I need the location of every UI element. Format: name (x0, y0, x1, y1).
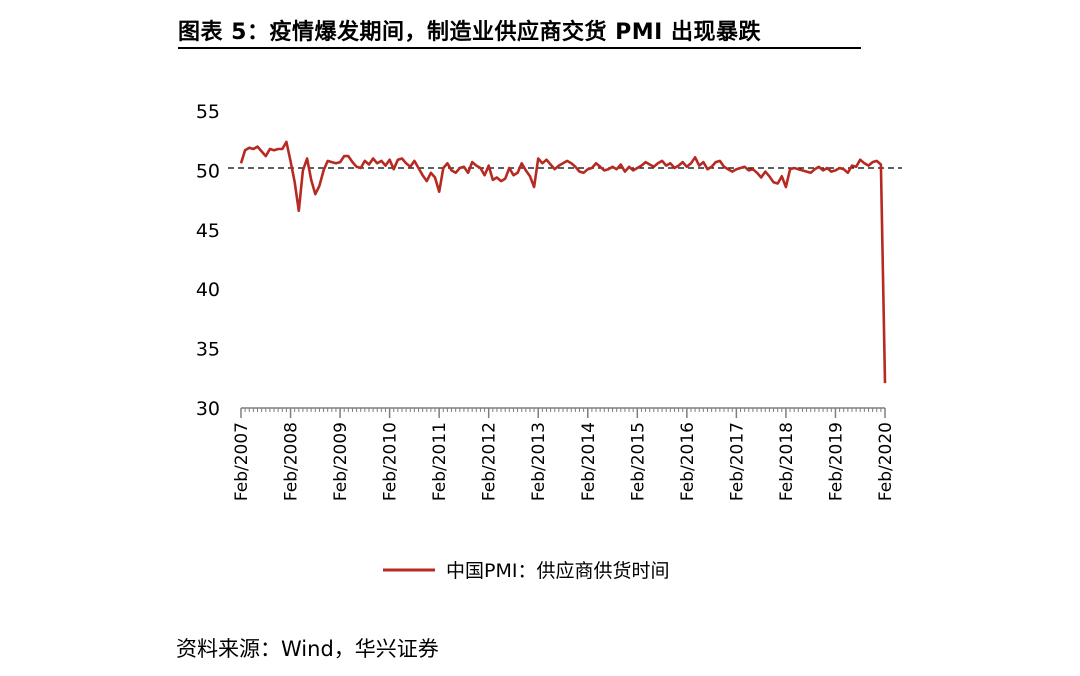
y-axis-ticks: 30 35 40 45 50 55 (196, 101, 220, 420)
x-tick-label: Feb/2012 (480, 422, 500, 501)
x-tick-label: Feb/2011 (430, 422, 450, 501)
x-axis: Feb/2007 Feb/2008 Feb/2009 Feb/2010 Feb/2011… (232, 407, 896, 501)
x-tick-label: Feb/2013 (529, 422, 549, 501)
y-tick-label: 45 (196, 220, 220, 242)
legend: 中国PMI：供应商供货时间 (383, 560, 669, 582)
series-group (239, 140, 887, 384)
x-tick-label: Feb/2015 (628, 422, 648, 501)
title-underline (178, 47, 861, 49)
x-tick-label: Feb/2020 (876, 422, 896, 501)
x-tick-label: Feb/2019 (826, 422, 846, 501)
x-tick-label: Feb/2016 (678, 422, 698, 501)
y-tick-label: 55 (196, 101, 220, 123)
source-note: 资料来源：Wind，华兴证券 (176, 637, 439, 661)
legend-label: 中国PMI：供应商供货时间 (446, 560, 669, 582)
y-tick-label: 50 (196, 160, 220, 182)
x-tick-label: Feb/2007 (232, 422, 252, 501)
y-tick-label: 40 (196, 279, 220, 301)
x-tick-label: Feb/2017 (727, 422, 747, 501)
y-tick-label: 30 (196, 398, 220, 420)
series-line (239, 140, 887, 384)
y-tick-label: 35 (196, 339, 220, 361)
x-tick-label: Feb/2014 (579, 422, 599, 501)
x-tick-label: Feb/2009 (331, 422, 351, 501)
figure-title: 图表 5：疫情爆发期间，制造业供应商交货 PMI 出现暴跌 (178, 20, 761, 45)
x-tick-label: Feb/2008 (282, 422, 302, 501)
x-tick-label: Feb/2010 (381, 422, 401, 501)
x-tick-label: Feb/2018 (777, 422, 797, 501)
